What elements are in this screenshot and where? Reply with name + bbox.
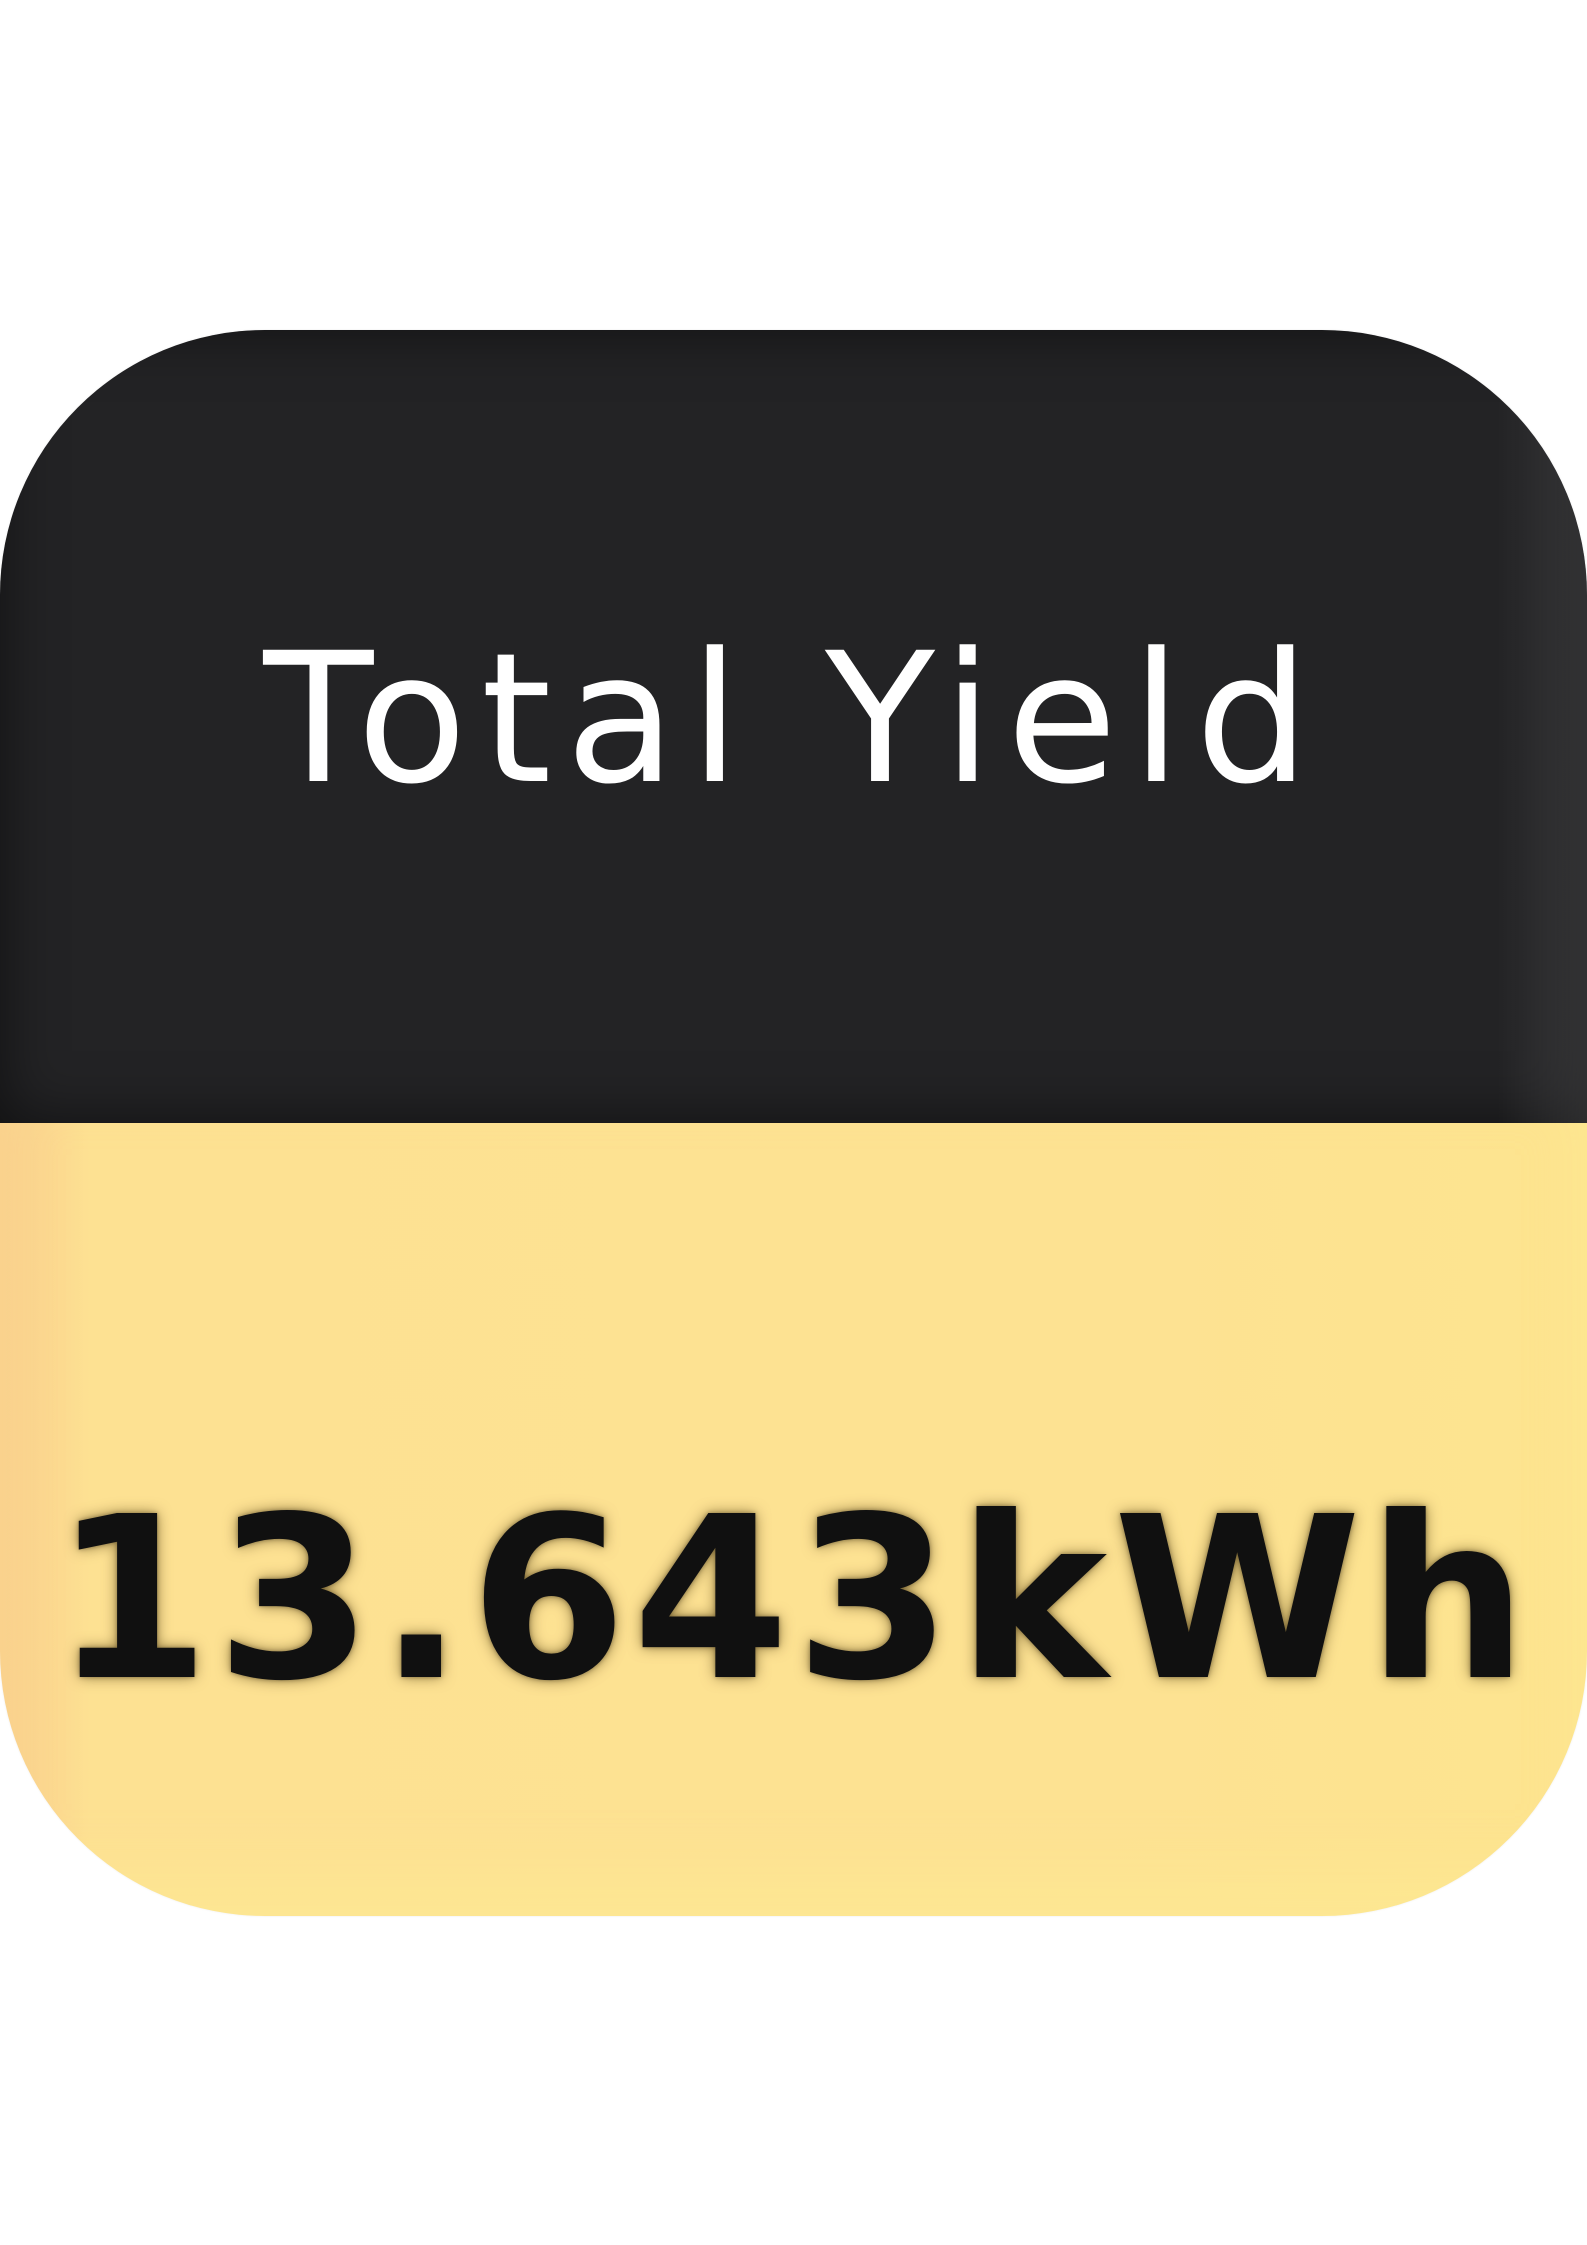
- tile-value: 13.643kWh: [53, 1469, 1534, 1731]
- tile-label: Total Yield: [263, 615, 1324, 824]
- tile-header-panel: Total Yield: [0, 330, 1587, 1123]
- total-yield-tile: Total Yield 13.643kWh: [0, 330, 1587, 1916]
- tile-value-panel: 13.643kWh: [0, 1123, 1587, 1916]
